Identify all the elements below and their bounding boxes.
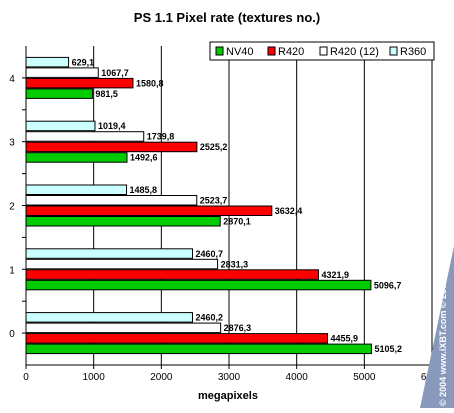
x-tick-label: 1000 — [83, 372, 106, 383]
bar — [25, 120, 96, 132]
legend-swatch — [215, 46, 224, 56]
bar — [25, 56, 70, 68]
y-tick-label: 4 — [9, 74, 15, 85]
data-label: 3632,4 — [275, 206, 303, 216]
data-label: 1019,4 — [98, 121, 126, 131]
data-label: 2870,1 — [223, 217, 251, 227]
x-axis-title: megapixels — [198, 390, 258, 402]
bar — [25, 279, 372, 291]
data-label: 1580,8 — [136, 78, 164, 88]
watermark: © 2004 www.iXBT.com © 2004 www.Digit-Lif… — [420, 193, 454, 408]
bar — [25, 184, 128, 195]
bar — [25, 333, 329, 344]
data-label: 1485,8 — [130, 185, 158, 195]
axes: 010002000300040005000600001234 — [9, 46, 444, 383]
data-label: 4321,9 — [321, 270, 349, 280]
data-label: 2831,3 — [221, 259, 249, 269]
legend-swatch — [319, 46, 328, 56]
chart-title: PS 1.1 Pixel rate (textures no.) — [134, 10, 320, 25]
x-tick-label: 3000 — [218, 372, 241, 383]
watermark-text: © 2004 www.iXBT.com © 2004 www.Digit-Lif… — [438, 193, 448, 406]
bar — [25, 322, 222, 334]
x-tick-label: 2000 — [150, 372, 173, 383]
x-tick-label: 0 — [23, 372, 29, 383]
data-label: 5105,2 — [374, 344, 402, 354]
legend-swatch — [389, 46, 398, 56]
legend-swatch — [267, 46, 276, 56]
bar — [25, 88, 93, 99]
y-tick-label: 1 — [9, 265, 15, 276]
bar — [25, 269, 319, 280]
bar — [25, 195, 198, 206]
data-label: 1739,8 — [147, 132, 175, 142]
y-tick-label: 3 — [9, 138, 15, 149]
bar — [25, 77, 134, 89]
y-tick-label: 2 — [9, 202, 15, 213]
bar — [25, 141, 198, 153]
legend-label: R420 — [278, 46, 304, 58]
legend: NV40 R420 R420 (12) R360 — [209, 41, 435, 61]
bar — [25, 248, 194, 259]
watermark-shape — [420, 246, 454, 408]
x-tick-label: 4000 — [286, 372, 309, 383]
data-label: 2876,3 — [224, 323, 252, 333]
data-label: 1492,6 — [130, 153, 158, 163]
data-label: 1067,7 — [101, 68, 129, 78]
y-tick-label: 0 — [9, 329, 15, 340]
data-label: 5096,7 — [374, 280, 402, 290]
data-label: 4455,9 — [331, 334, 359, 344]
data-label: 629,1 — [72, 57, 95, 67]
bar — [25, 312, 193, 323]
bar — [25, 67, 99, 78]
bar — [25, 205, 273, 216]
bar — [25, 131, 145, 142]
data-label: 2523,7 — [200, 196, 228, 206]
data-label: 2460,2 — [195, 313, 223, 323]
x-tick-label: 5000 — [353, 372, 376, 383]
bar — [25, 258, 219, 270]
bar — [25, 343, 372, 355]
data-label: 981,5 — [95, 89, 118, 99]
data-label: 2525,2 — [200, 142, 228, 152]
legend-label: NV40 — [226, 46, 254, 58]
bar — [25, 152, 128, 163]
legend-label: R420 (12) — [330, 46, 379, 58]
bar — [25, 216, 221, 227]
legend-label: R360 — [400, 46, 426, 58]
data-label: 2460,7 — [196, 249, 224, 259]
